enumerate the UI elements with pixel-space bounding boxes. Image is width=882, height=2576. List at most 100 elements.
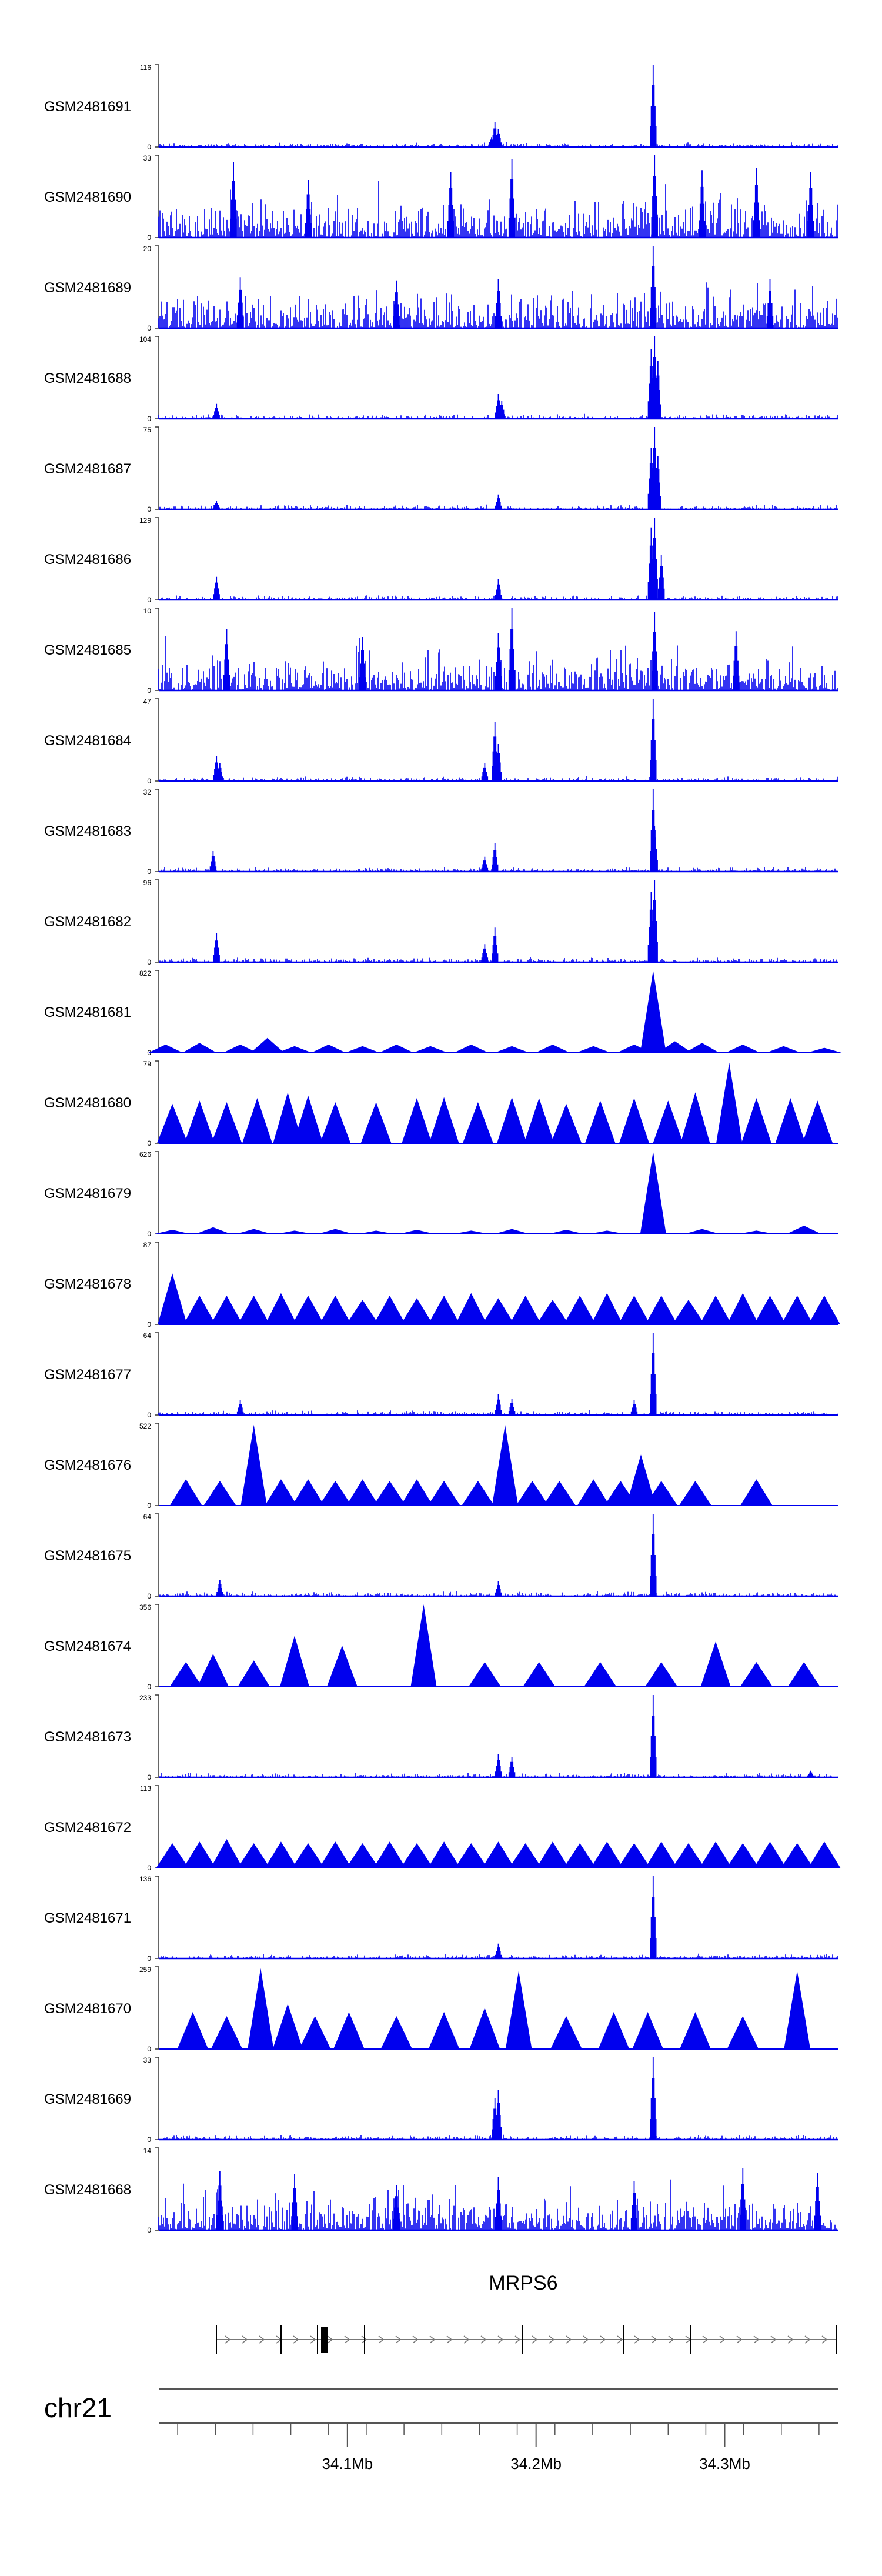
track-ymax: 32 xyxy=(143,788,152,796)
strand-arrow xyxy=(736,2335,743,2344)
strand-arrow xyxy=(600,2335,606,2344)
signal-track: GSM2481672 113 0 xyxy=(44,1784,841,1872)
signal-peaks xyxy=(213,880,658,962)
strand-arrow xyxy=(514,2335,521,2344)
tick-label: 34.3Mb xyxy=(699,2455,750,2472)
strand-arrow xyxy=(310,2335,316,2344)
track-label: GSM2481683 xyxy=(44,823,131,839)
track-ymin: 0 xyxy=(147,1230,151,1238)
tick-label: 34.2Mb xyxy=(510,2455,562,2472)
signal-track: GSM2481680 79 0 xyxy=(44,1060,838,1147)
signal-track: GSM2481676 522 0 xyxy=(44,1422,838,1510)
track-ymin: 0 xyxy=(147,1864,151,1872)
track-ymin: 0 xyxy=(147,1139,151,1147)
strand-arrow xyxy=(821,2335,828,2344)
signal-track: GSM2481671 136 0 xyxy=(44,1875,838,1963)
strand-arrow xyxy=(617,2335,623,2344)
track-ymax: 64 xyxy=(143,1513,152,1521)
strand-arrow xyxy=(395,2335,402,2344)
track-label: GSM2481682 xyxy=(44,914,131,930)
signal-track: GSM2481670 259 0 xyxy=(44,1966,838,2053)
signal-track: GSM2481675 64 0 xyxy=(44,1513,838,1600)
strand-arrow xyxy=(344,2335,350,2344)
track-ymax: 33 xyxy=(143,154,152,162)
track-label: GSM2481675 xyxy=(44,1548,131,1564)
gene-name: MRPS6 xyxy=(489,2272,557,2294)
strand-arrow xyxy=(770,2335,777,2344)
signal-peaks xyxy=(209,789,658,872)
signal-track: GSM2481689 20 0 xyxy=(44,245,838,332)
track-ymax: 822 xyxy=(139,969,151,977)
strand-arrow xyxy=(412,2335,419,2344)
track-ymax: 10 xyxy=(143,607,152,615)
signal-peaks xyxy=(213,336,662,419)
strand-arrow xyxy=(259,2335,265,2344)
track-label: GSM2481674 xyxy=(44,1639,131,1654)
signal-peaks xyxy=(223,608,740,690)
signal-bars xyxy=(158,181,838,238)
track-ymax: 79 xyxy=(143,1060,152,1068)
track-label: GSM2481691 xyxy=(44,99,131,115)
signal-peaks xyxy=(230,155,814,238)
signal-peaks xyxy=(213,699,657,781)
track-label: GSM2481678 xyxy=(44,1276,131,1292)
strand-arrow xyxy=(804,2335,811,2344)
signal-track: GSM2481669 33 0 xyxy=(44,2056,838,2144)
strand-arrow xyxy=(497,2335,504,2344)
track-ymin: 0 xyxy=(147,596,151,604)
track-ymin: 0 xyxy=(147,143,151,151)
strand-arrow xyxy=(719,2335,726,2344)
signal-area xyxy=(159,1604,838,1687)
track-ymin: 0 xyxy=(147,1320,151,1329)
signal-peaks xyxy=(213,427,662,509)
track-label: GSM2481681 xyxy=(44,1005,131,1020)
strand-arrow xyxy=(583,2335,589,2344)
signal-track: GSM2481683 32 0 xyxy=(44,788,838,876)
track-label: GSM2481670 xyxy=(44,2001,131,2017)
strand-arrow xyxy=(651,2335,657,2344)
coding-exon xyxy=(321,2327,328,2353)
strand-arrow xyxy=(446,2335,453,2344)
signal-track: GSM2481677 64 0 xyxy=(44,1332,838,1419)
signal-track: GSM2481688 104 0 xyxy=(44,335,838,423)
track-panel: GSM2481691 116 0 GSM2481690 33 0 GSM2481689 20 0… xyxy=(44,64,842,2234)
signal-peaks xyxy=(216,1514,657,1596)
track-ymin: 0 xyxy=(147,1411,151,1419)
strand-arrow xyxy=(787,2335,794,2344)
signal-area xyxy=(158,1273,841,1324)
track-ymin: 0 xyxy=(147,1501,151,1510)
track-label: GSM2481688 xyxy=(44,371,131,386)
track-label: GSM2481677 xyxy=(44,1367,131,1383)
signal-track: GSM2481687 75 0 xyxy=(44,426,838,513)
strand-arrow xyxy=(463,2335,470,2344)
track-ymin: 0 xyxy=(147,1773,151,1781)
track-label: GSM2481689 xyxy=(44,280,131,296)
signal-track: GSM2481690 33 0 xyxy=(44,154,838,242)
signal-track: GSM2481673 233 0 xyxy=(44,1694,838,1781)
track-ymax: 75 xyxy=(143,426,152,434)
signal-track: GSM2481684 47 0 xyxy=(44,698,838,785)
signal-peaks xyxy=(495,1695,814,1777)
track-ymin: 0 xyxy=(147,867,151,876)
gene-model xyxy=(216,2325,837,2354)
track-label: GSM2481684 xyxy=(44,733,131,749)
track-ymin: 0 xyxy=(147,777,151,785)
track-label: GSM2481685 xyxy=(44,642,131,658)
signal-peaks xyxy=(488,65,657,147)
gene-track: MRPS6 xyxy=(216,2272,837,2354)
track-label: GSM2481680 xyxy=(44,1095,131,1111)
track-ymax: 113 xyxy=(140,1784,151,1793)
track-ymax: 64 xyxy=(143,1332,152,1340)
track-ymin: 0 xyxy=(147,1592,151,1600)
track-label: GSM2481686 xyxy=(44,552,131,568)
track-ymin: 0 xyxy=(147,1683,151,1691)
signal-area xyxy=(155,1152,838,1234)
track-label: GSM2481679 xyxy=(44,1186,131,1202)
track-ymax: 356 xyxy=(139,1603,151,1611)
track-ymin: 0 xyxy=(147,2135,151,2144)
track-ymin: 0 xyxy=(147,958,151,966)
strand-arrow xyxy=(634,2335,640,2344)
track-ymax: 33 xyxy=(143,2056,152,2064)
strand-arrow xyxy=(293,2335,299,2344)
